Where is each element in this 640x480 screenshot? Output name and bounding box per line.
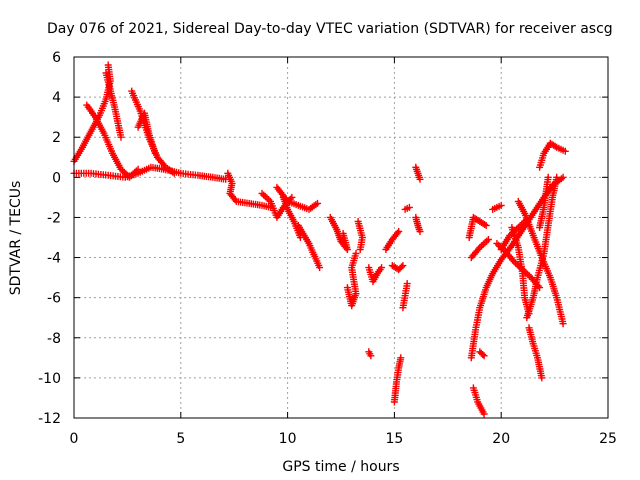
series-arc-19 xyxy=(401,203,413,213)
series-arc-14 xyxy=(365,264,386,286)
data-point-markers xyxy=(83,101,142,181)
data-point-markers xyxy=(465,213,490,241)
x-axis-label: GPS time / hours xyxy=(282,459,399,475)
data-point-markers xyxy=(390,354,405,406)
data-point-markers xyxy=(536,139,569,171)
y-tick-label: 4 xyxy=(52,90,61,106)
series-arc-11 xyxy=(326,213,351,253)
data-point-markers xyxy=(224,169,274,211)
series-arc-35 xyxy=(536,139,569,171)
data-point-markers xyxy=(365,348,375,360)
data-point-markers xyxy=(134,109,159,157)
chart-title: Day 076 of 2021, Sidereal Day-to-day VTE… xyxy=(47,21,613,37)
y-tick-label: -4 xyxy=(47,251,61,267)
series-arc-27 xyxy=(467,236,492,262)
data-point-markers xyxy=(514,197,567,328)
x-tick-label: 5 xyxy=(176,431,185,447)
data-point-markers xyxy=(523,173,561,322)
series-arc-33 xyxy=(525,324,546,382)
data-point-markers xyxy=(128,87,178,177)
data-point-markers xyxy=(388,262,407,274)
y-axis-label: SDTVAR / TECUs xyxy=(8,181,24,296)
series-arc-18 xyxy=(390,354,405,406)
series-arc-22 xyxy=(412,163,424,183)
series-arc-36 xyxy=(536,173,552,231)
series-arc-28 xyxy=(489,201,505,213)
data-point-markers xyxy=(536,173,552,231)
y-tick-label: -8 xyxy=(47,331,61,347)
y-tick-labels: 6 4 2 0 -2 -4 -6 -8 -10 -12 xyxy=(38,50,61,427)
data-point-markers xyxy=(102,69,125,141)
y-tick-label: -10 xyxy=(38,371,61,387)
data-point-markers xyxy=(399,280,411,312)
data-point-markers xyxy=(365,264,386,286)
data-point-markers xyxy=(489,201,505,213)
data-point-markers xyxy=(382,228,403,253)
series-arc-32 xyxy=(514,197,567,328)
data-point-markers xyxy=(525,324,546,382)
y-tick-label: -12 xyxy=(38,411,61,427)
y-tick-label: 2 xyxy=(52,130,61,146)
y-tick-label: -2 xyxy=(47,210,61,226)
data-point-markers xyxy=(508,224,533,318)
x-tick-label: 0 xyxy=(70,431,79,447)
data-point-markers xyxy=(273,183,321,213)
y-tick-label: 0 xyxy=(52,170,61,186)
series-arc-34 xyxy=(523,173,561,322)
series-arc-4 xyxy=(128,87,178,177)
data-point-markers xyxy=(467,236,492,262)
series-arc-2 xyxy=(83,101,142,181)
series-arc-21 xyxy=(412,213,424,235)
x-tick-label: 20 xyxy=(492,431,510,447)
series-arc-26 xyxy=(476,348,488,360)
data-point-markers xyxy=(412,213,424,235)
y-tick-label: -6 xyxy=(47,291,61,307)
series-arc-31 xyxy=(508,224,533,318)
series-arc-20 xyxy=(399,280,411,312)
data-point-markers xyxy=(326,213,351,253)
x-tick-labels: 0 5 10 15 20 25 xyxy=(70,431,617,447)
x-tick-label: 25 xyxy=(599,431,617,447)
data-points xyxy=(70,61,569,418)
series-arc-6 xyxy=(70,163,230,183)
series-arc-5 xyxy=(134,109,159,157)
series-arc-17 xyxy=(388,262,407,274)
data-point-markers xyxy=(70,163,230,183)
data-point-markers xyxy=(401,203,413,213)
data-point-markers xyxy=(412,163,424,183)
series-arc-15 xyxy=(365,348,375,360)
data-point-markers xyxy=(476,348,488,360)
plot-frame xyxy=(73,56,609,419)
series-arc-25 xyxy=(469,384,488,418)
data-point-markers xyxy=(469,384,488,418)
data-point-markers xyxy=(343,250,360,310)
series-arc-13 xyxy=(354,218,366,253)
y-tick-label: 6 xyxy=(52,50,61,66)
x-tick-label: 10 xyxy=(279,431,297,447)
series-arc-23 xyxy=(465,213,490,241)
grid xyxy=(74,57,608,418)
series-arc-16 xyxy=(382,228,403,253)
series-arc-12 xyxy=(343,250,360,310)
series-arc-7 xyxy=(224,169,274,211)
series-arc-10 xyxy=(273,183,321,213)
axis-ticks xyxy=(73,56,609,419)
data-point-markers xyxy=(354,218,366,253)
x-tick-label: 15 xyxy=(385,431,403,447)
series-arc-3 xyxy=(102,69,125,141)
